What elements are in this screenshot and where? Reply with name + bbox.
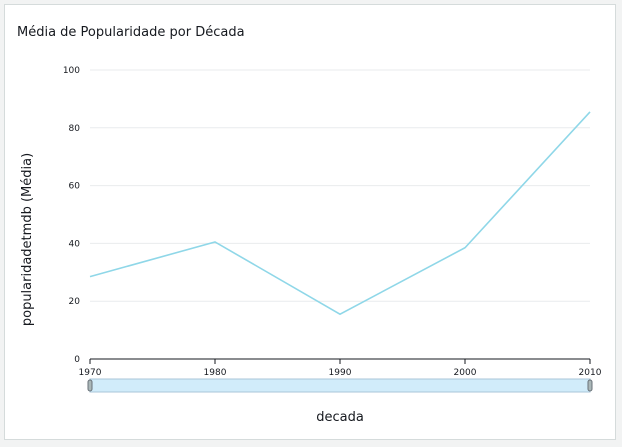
y-tick-label: 0 [74, 355, 80, 365]
range-slider-track[interactable] [89, 378, 591, 393]
range-slider-right-handle[interactable] [587, 379, 593, 392]
x-tick-label: 2010 [579, 368, 602, 378]
x-tick-label: 1980 [204, 368, 227, 378]
y-tick-label: 40 [69, 239, 81, 249]
x-tick-label: 1990 [329, 368, 352, 378]
y-tick-label: 100 [63, 66, 80, 76]
series-line [89, 111, 591, 316]
x-tick-labels: 1970 1980 1990 2000 2010 [79, 359, 602, 378]
y-tick-label: 60 [69, 182, 81, 192]
y-tick-label: 20 [69, 297, 81, 307]
chart-title: Média de Popularidade por Década [17, 25, 245, 40]
x-tick-label: 1970 [79, 368, 102, 378]
range-slider[interactable] [87, 378, 593, 393]
x-axis-label: decada [316, 410, 364, 425]
y-axis-label: popularidadetmdb (Média) [20, 153, 35, 326]
y-tick-labels: 0 20 40 60 80 100 [63, 66, 80, 365]
chart-panel: Média de Popularidade por Década [4, 4, 616, 440]
x-tick-label: 2000 [454, 368, 477, 378]
gridlines [90, 69, 590, 302]
y-tick-label: 80 [69, 124, 81, 134]
range-slider-left-handle[interactable] [87, 379, 93, 392]
